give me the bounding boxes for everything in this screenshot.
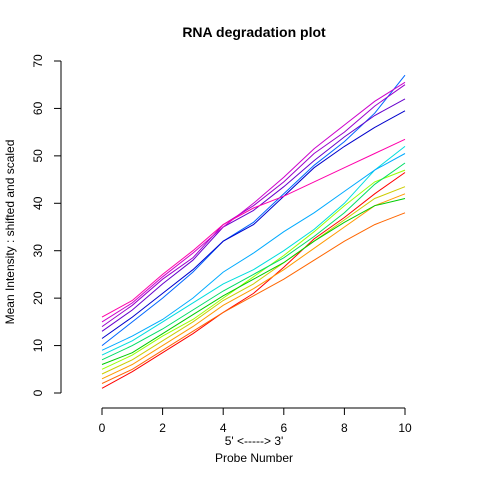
y-tick-label: 30 xyxy=(31,244,45,258)
series-line-5 xyxy=(101,169,406,370)
series-line-15 xyxy=(101,138,406,318)
y-tick-label: 10 xyxy=(31,339,45,353)
x-axis-sublabel: 5' <-----> 3' xyxy=(225,434,284,448)
series-group xyxy=(101,74,406,389)
series-line-8 xyxy=(101,146,406,356)
y-axis-ticks: 0 10 20 30 40 50 60 70 xyxy=(31,54,61,396)
x-axis-ticks: 0 2 4 6 8 10 xyxy=(99,408,412,435)
series-line-1 xyxy=(101,172,406,389)
series-line-4 xyxy=(101,186,406,375)
series-line-13 xyxy=(101,84,406,328)
series-line-12 xyxy=(101,98,406,332)
y-tick-label: 20 xyxy=(31,291,45,305)
chart-title: RNA degradation plot xyxy=(182,24,326,40)
series-line-11 xyxy=(101,110,406,339)
series-line-14 xyxy=(101,81,406,323)
x-tick-label: 10 xyxy=(398,421,412,435)
series-line-3 xyxy=(101,193,406,380)
series-line-2 xyxy=(101,212,406,384)
x-tick-label: 0 xyxy=(99,421,106,435)
y-tick-label: 0 xyxy=(31,389,45,396)
x-axis-label: Probe Number xyxy=(215,451,293,465)
x-tick-label: 8 xyxy=(341,421,348,435)
series-line-9 xyxy=(101,153,406,351)
x-tick-label: 2 xyxy=(159,421,166,435)
series-line-6 xyxy=(101,198,406,365)
y-tick-label: 70 xyxy=(31,54,45,68)
x-tick-label: 4 xyxy=(220,421,227,435)
x-tick-label: 6 xyxy=(280,421,287,435)
y-tick-label: 40 xyxy=(31,196,45,210)
y-axis-label: Mean Intensity : shifted and scaled xyxy=(3,140,17,325)
y-tick-label: 60 xyxy=(31,101,45,115)
y-tick-label: 50 xyxy=(31,149,45,163)
series-line-10 xyxy=(101,74,406,346)
series-line-7 xyxy=(101,162,406,361)
